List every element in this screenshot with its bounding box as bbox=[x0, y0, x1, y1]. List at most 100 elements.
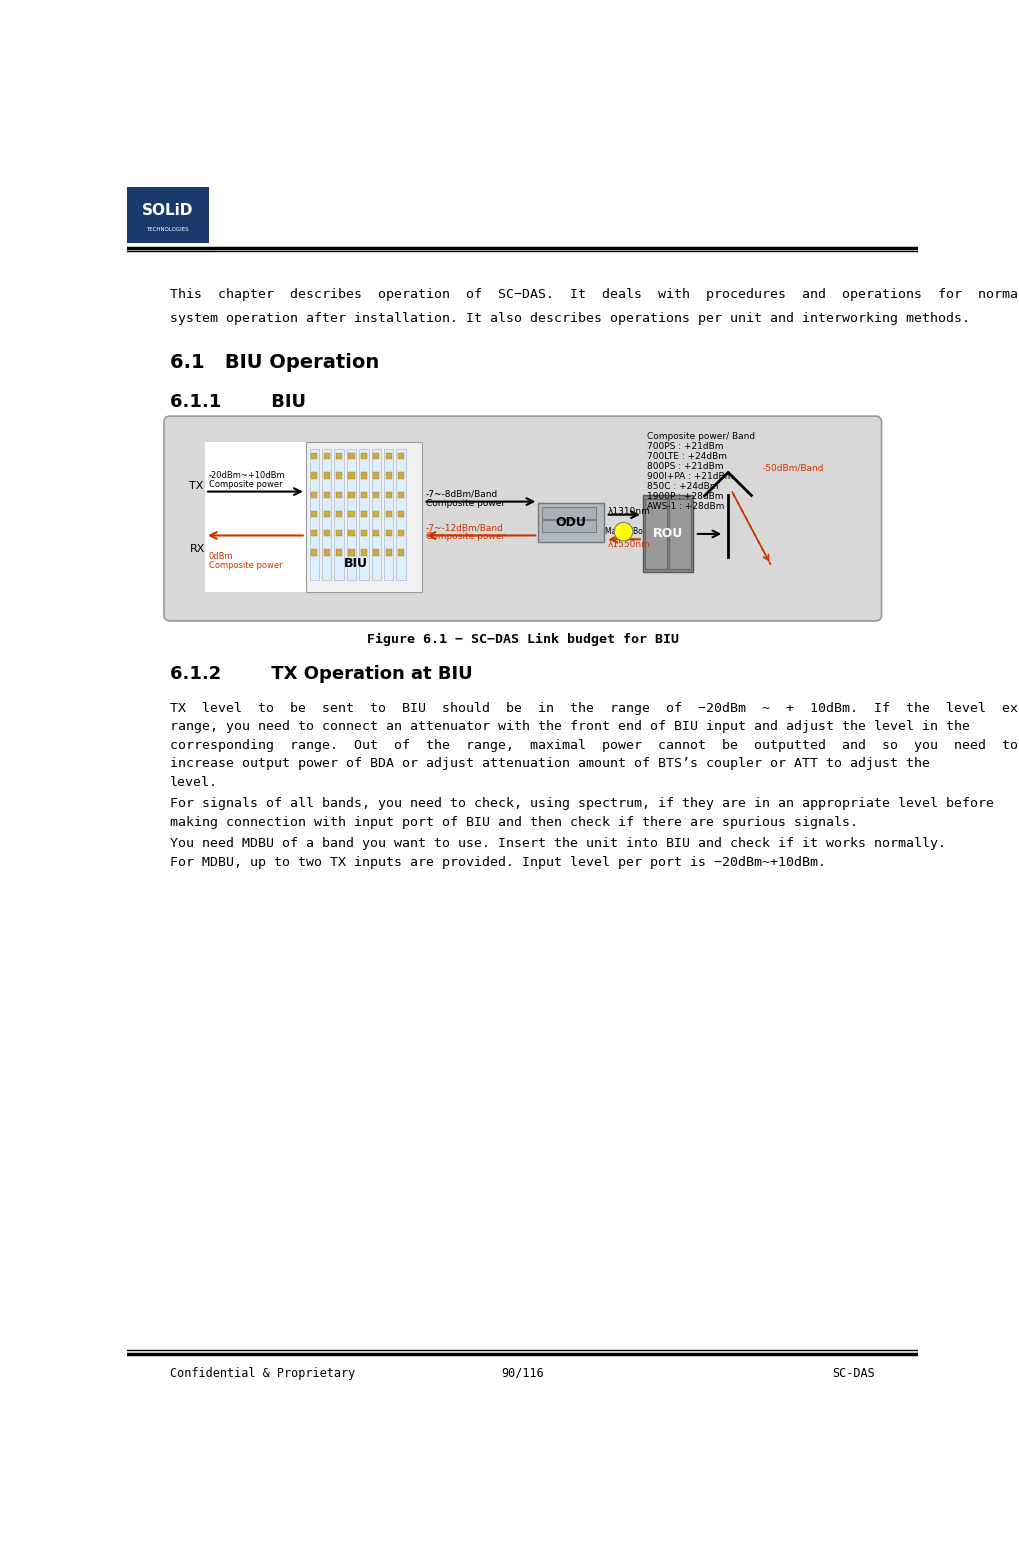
Bar bbox=[373, 453, 379, 459]
Bar bbox=[310, 450, 319, 580]
Bar bbox=[397, 530, 404, 536]
Text: Max 5dBo: Max 5dBo bbox=[604, 526, 642, 536]
Bar bbox=[348, 492, 355, 498]
Text: -20dBm~+10dBm: -20dBm~+10dBm bbox=[209, 470, 285, 480]
Text: For MDBU, up to two TX inputs are provided. Input level per port is −20dBm~+10dB: For MDBU, up to two TX inputs are provid… bbox=[170, 856, 825, 868]
Bar bbox=[397, 511, 404, 517]
Bar bbox=[538, 503, 603, 542]
Circle shape bbox=[613, 522, 632, 540]
Text: Composite power: Composite power bbox=[209, 561, 282, 570]
Bar bbox=[361, 511, 367, 517]
Text: 6.1   BIU Operation: 6.1 BIU Operation bbox=[170, 353, 379, 372]
Text: λ1310nm: λ1310nm bbox=[607, 508, 650, 515]
Text: Composite power: Composite power bbox=[426, 498, 504, 508]
Text: range, you need to connect an attenuator with the front end of BIU input and adj: range, you need to connect an attenuator… bbox=[170, 720, 969, 733]
Bar bbox=[373, 492, 379, 498]
Text: 1900P : +28dBm: 1900P : +28dBm bbox=[646, 492, 722, 501]
Bar bbox=[323, 550, 329, 556]
Text: TECHNOLOGIES: TECHNOLOGIES bbox=[147, 228, 189, 233]
Bar bbox=[385, 472, 391, 478]
Text: 0dBm: 0dBm bbox=[209, 551, 233, 561]
Text: RX: RX bbox=[190, 544, 205, 555]
Text: -7~-8dBm/Band: -7~-8dBm/Band bbox=[426, 489, 497, 498]
Bar bbox=[334, 450, 343, 580]
Bar bbox=[311, 530, 317, 536]
Bar bbox=[127, 187, 209, 242]
Bar bbox=[371, 450, 380, 580]
Bar bbox=[373, 530, 379, 536]
Bar bbox=[348, 550, 355, 556]
Bar bbox=[361, 530, 367, 536]
Bar bbox=[397, 472, 404, 478]
Text: ODU: ODU bbox=[554, 515, 586, 530]
Text: Composite power: Composite power bbox=[209, 480, 282, 489]
Text: corresponding  range.  Out  of  the  range,  maximal  power  cannot  be  outputt: corresponding range. Out of the range, m… bbox=[170, 739, 1017, 751]
Bar bbox=[335, 472, 341, 478]
Bar bbox=[205, 442, 383, 592]
Text: system operation after installation. It also describes operations per unit and i: system operation after installation. It … bbox=[170, 312, 969, 325]
Text: Composite power/ Band: Composite power/ Band bbox=[646, 433, 754, 442]
Bar bbox=[397, 453, 404, 459]
Bar bbox=[323, 453, 329, 459]
Bar bbox=[306, 442, 422, 592]
Text: increase output power of BDA or adjust attenuation amount of BTS’s coupler or AT: increase output power of BDA or adjust a… bbox=[170, 758, 929, 770]
Bar bbox=[397, 492, 404, 498]
Text: For signals of all bands, you need to check, using spectrum, if they are in an a: For signals of all bands, you need to ch… bbox=[170, 797, 994, 811]
Bar bbox=[541, 508, 596, 519]
Bar bbox=[335, 511, 341, 517]
Text: level.: level. bbox=[170, 776, 218, 789]
Text: Composite power: Composite power bbox=[426, 533, 504, 542]
Text: SC-DAS: SC-DAS bbox=[832, 1367, 874, 1379]
Text: 850C : +24dBm: 850C : +24dBm bbox=[646, 483, 717, 492]
Bar bbox=[335, 550, 341, 556]
Bar bbox=[323, 492, 329, 498]
Bar bbox=[385, 530, 391, 536]
Bar bbox=[361, 453, 367, 459]
Bar bbox=[311, 511, 317, 517]
Text: Figure 6.1 − SC−DAS Link budget for BIU: Figure 6.1 − SC−DAS Link budget for BIU bbox=[367, 633, 678, 645]
Bar bbox=[373, 472, 379, 478]
Text: -50dBm/Band: -50dBm/Band bbox=[762, 462, 823, 472]
Bar bbox=[335, 492, 341, 498]
Text: 900I+PA : +21dBm: 900I+PA : +21dBm bbox=[646, 472, 733, 481]
Bar bbox=[323, 511, 329, 517]
Text: making connection with input port of BIU and then check if there are spurious si: making connection with input port of BIU… bbox=[170, 815, 857, 829]
Text: Confidential & Proprietary: Confidential & Proprietary bbox=[170, 1367, 355, 1379]
Bar bbox=[359, 450, 368, 580]
Bar bbox=[361, 492, 367, 498]
Text: This  chapter  describes  operation  of  SC−DAS.  It  deals  with  procedures  a: This chapter describes operation of SC−D… bbox=[170, 287, 1019, 300]
Bar bbox=[311, 453, 317, 459]
Bar bbox=[373, 511, 379, 517]
Text: SOLiD: SOLiD bbox=[142, 203, 194, 219]
Bar bbox=[645, 500, 666, 569]
Bar bbox=[323, 530, 329, 536]
Bar bbox=[311, 472, 317, 478]
Bar bbox=[385, 453, 391, 459]
Bar bbox=[348, 511, 355, 517]
Bar bbox=[346, 450, 356, 580]
Bar bbox=[323, 472, 329, 478]
Text: TX: TX bbox=[190, 481, 204, 490]
Bar bbox=[373, 550, 379, 556]
Bar bbox=[385, 511, 391, 517]
Bar bbox=[668, 500, 690, 569]
Bar bbox=[396, 450, 406, 580]
Bar bbox=[361, 550, 367, 556]
Bar bbox=[322, 450, 331, 580]
Text: You need MDBU of a band you want to use. Insert the unit into BIU and check if i: You need MDBU of a band you want to use.… bbox=[170, 837, 946, 850]
Text: λ1550nm: λ1550nm bbox=[607, 540, 650, 550]
Text: 6.1.1        BIU: 6.1.1 BIU bbox=[170, 394, 306, 411]
Text: 90/116: 90/116 bbox=[501, 1367, 543, 1379]
Bar bbox=[348, 453, 355, 459]
Bar bbox=[397, 550, 404, 556]
Text: ROU: ROU bbox=[653, 528, 683, 540]
Bar bbox=[335, 530, 341, 536]
Text: -7~-12dBm/Band: -7~-12dBm/Band bbox=[426, 523, 503, 533]
Text: 700LTE : +24dBm: 700LTE : +24dBm bbox=[646, 453, 726, 461]
Bar bbox=[335, 453, 341, 459]
Bar bbox=[348, 472, 355, 478]
Text: 800PS : +21dBm: 800PS : +21dBm bbox=[646, 462, 722, 472]
Text: AWS-1 : +28dBm: AWS-1 : +28dBm bbox=[646, 503, 723, 511]
Bar bbox=[383, 450, 393, 580]
Text: TX  level  to  be  sent  to  BIU  should  be  in  the  range  of  −20dBm  ~  +  : TX level to be sent to BIU should be in … bbox=[170, 701, 1019, 715]
